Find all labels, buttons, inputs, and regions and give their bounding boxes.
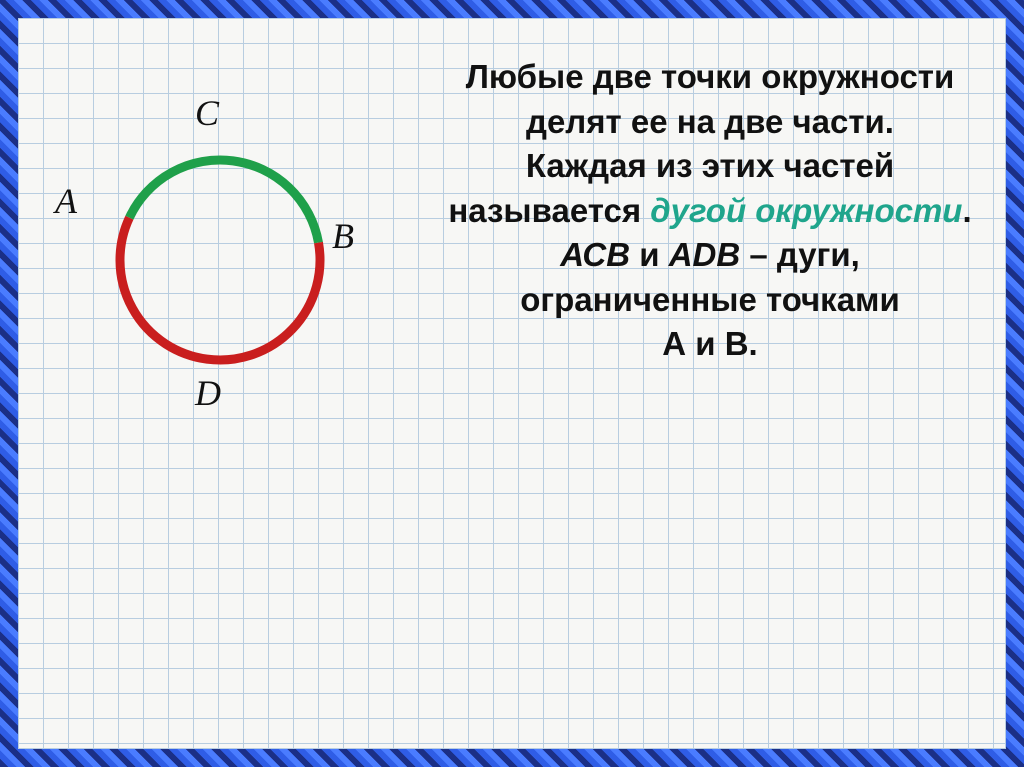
circle-diagram: A B C D <box>60 80 380 420</box>
arc-bottom <box>120 218 320 360</box>
definition-text: Любые две точки окружности делят ее на д… <box>440 55 980 367</box>
point-label-A: A <box>55 180 77 222</box>
arc-name-1: АСВ <box>560 236 630 273</box>
text-line-1: Любые две точки окружности делят ее на д… <box>440 55 980 144</box>
text-span: и <box>630 236 669 273</box>
text-line-3: АСВ и АDВ – дуги, <box>440 233 980 278</box>
text-span: – дуги, <box>740 236 860 273</box>
text-line-2: Каждая из этих частей называется дугой о… <box>440 144 980 233</box>
point-label-C: C <box>195 92 219 134</box>
arc-name-2: АDВ <box>669 236 741 273</box>
text-line-4: ограниченные точками <box>440 278 980 323</box>
highlight-term: дугой окружности <box>650 192 962 229</box>
arcs-svg <box>100 140 340 380</box>
text-line-5: А и В. <box>440 322 980 367</box>
text-span: . <box>962 192 971 229</box>
point-label-B: B <box>332 215 354 257</box>
arc-top <box>129 160 318 243</box>
point-label-D: D <box>195 372 221 414</box>
